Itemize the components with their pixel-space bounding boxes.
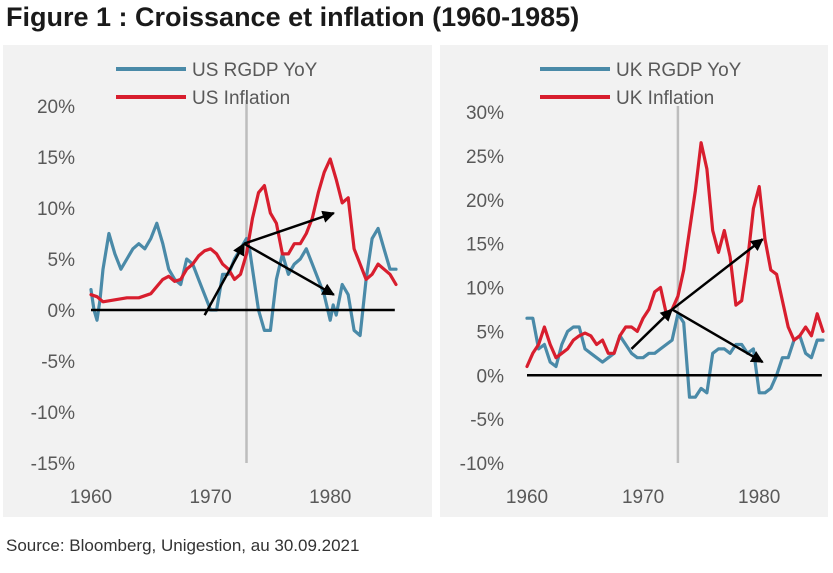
us-y-tick-label: 10%: [37, 199, 75, 220]
us-y-tick-label: -5%: [41, 352, 75, 373]
uk-annotation-arrow: [671, 238, 764, 311]
uk-legend-label-growth: UK RGDP YoY: [616, 60, 742, 81]
us-y-tick-label: 20%: [37, 97, 75, 118]
uk-annotation-arrow: [630, 308, 673, 350]
us-legend-label-growth: US RGDP YoY: [192, 60, 318, 81]
uk-y-tick-label: 5%: [477, 322, 505, 343]
uk-y-tick-label: 30%: [466, 103, 504, 124]
us-y-tick-label: -10%: [31, 403, 75, 424]
us-x-tick-label: 1980: [309, 487, 351, 508]
uk-y-tick-label: 10%: [466, 279, 504, 300]
uk-chart-panel: -10% -5% 0% 5% 10% 15% 20% 25% 30% 1960 1970 1980 UK…: [440, 45, 828, 517]
uk-y-tick-label: 25%: [466, 147, 504, 168]
uk-inflation-series-line: [525, 141, 825, 369]
uk-y-tick-label: -10%: [460, 454, 504, 475]
uk-growth-series-line: [525, 312, 825, 399]
us-chart-panel: -15% -10% -5% 0% 5% 10% 15% 20% 1960 1970 1980 US R…: [3, 45, 432, 517]
uk-x-tick-label: 1970: [622, 487, 664, 508]
us-y-tick-label: 5%: [48, 250, 76, 271]
us-y-tick-label: -15%: [31, 454, 75, 475]
us-annotation-arrow: [203, 242, 246, 316]
figure-title: Figure 1 : Croissance et inflation (1960…: [6, 2, 580, 32]
uk-annotation-arrow: [671, 308, 764, 364]
uk-chart: -10% -5% 0% 5% 10% 15% 20% 25% 30% 1960 1970 1980 UK…: [460, 60, 825, 508]
uk-y-tick-label: 15%: [466, 235, 504, 256]
us-legend-label-inflation: US Inflation: [192, 88, 290, 109]
uk-y-tick-label: -5%: [470, 410, 504, 431]
uk-x-tick-label: 1980: [738, 487, 780, 508]
uk-y-tick-label: 0%: [477, 366, 505, 387]
us-annotation-arrow: [243, 242, 335, 296]
us-x-tick-label: 1970: [189, 487, 231, 508]
us-x-tick-label: 1960: [70, 487, 112, 508]
us-annotation-arrow: [243, 210, 335, 245]
us-growth-series-line: [89, 221, 398, 338]
source-note: Source: Bloomberg, Unigestion, au 30.09.…: [6, 536, 360, 555]
us-y-tick-label: 15%: [37, 148, 75, 169]
uk-x-tick-label: 1960: [506, 487, 548, 508]
us-inflation-series-line: [89, 157, 398, 304]
us-y-tick-label: 0%: [48, 301, 76, 322]
uk-legend-label-inflation: UK Inflation: [616, 88, 714, 109]
uk-y-tick-label: 20%: [466, 191, 504, 212]
us-chart: -15% -10% -5% 0% 5% 10% 15% 20% 1960 1970 1980 US R…: [31, 60, 398, 508]
